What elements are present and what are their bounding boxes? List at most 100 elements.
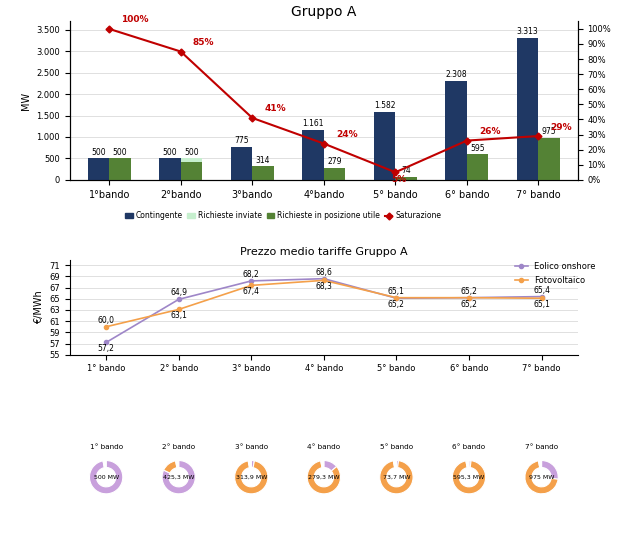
Text: 6° bando: 6° bando — [452, 444, 486, 450]
Text: 2° bando: 2° bando — [162, 444, 196, 450]
Wedge shape — [234, 461, 268, 494]
Eolico onshore — [465, 294, 473, 301]
Wedge shape — [307, 461, 340, 494]
Text: 74: 74 — [401, 166, 411, 175]
Text: 73,7 MW: 73,7 MW — [383, 475, 410, 480]
Wedge shape — [466, 460, 469, 468]
Bar — [467, 154, 488, 180]
Text: 500: 500 — [184, 148, 199, 156]
Text: 500: 500 — [91, 148, 106, 156]
Bar — [538, 138, 560, 180]
Text: 975: 975 — [542, 127, 556, 136]
Y-axis label: MW: MW — [21, 91, 31, 109]
Fotovoltaico — [102, 324, 110, 330]
Eolico onshore — [102, 339, 110, 345]
Bar — [396, 177, 417, 180]
Wedge shape — [162, 460, 196, 494]
Text: 7° bando: 7° bando — [525, 444, 558, 450]
Text: 500 MW: 500 MW — [93, 475, 119, 480]
Wedge shape — [452, 461, 486, 494]
Eolico onshore — [538, 293, 545, 300]
Bar — [538, 138, 560, 180]
Fotovoltaico — [175, 306, 182, 312]
Text: 68,3: 68,3 — [316, 282, 332, 292]
Text: 775: 775 — [234, 136, 249, 145]
Bar — [517, 38, 538, 180]
Bar — [181, 159, 202, 180]
Wedge shape — [176, 460, 178, 468]
Wedge shape — [90, 460, 123, 494]
Legend: Contingente, Richieste inviate, Richieste in posizione utile, Saturazione: Contingente, Richieste inviate, Richiest… — [122, 208, 444, 224]
Text: 279,3 MW: 279,3 MW — [308, 475, 340, 480]
Text: 1° bando: 1° bando — [90, 444, 123, 450]
Text: 500: 500 — [112, 148, 127, 156]
Y-axis label: €/MWh: €/MWh — [34, 290, 44, 324]
Eolico onshore — [320, 276, 328, 282]
Bar — [396, 177, 417, 180]
Text: 65,2: 65,2 — [388, 300, 405, 309]
Text: 65,2: 65,2 — [460, 300, 478, 309]
Wedge shape — [103, 460, 106, 468]
Text: 1.582: 1.582 — [374, 101, 396, 111]
Wedge shape — [164, 461, 177, 473]
Fotovoltaico — [320, 277, 328, 284]
Bar — [374, 112, 396, 180]
Text: 595: 595 — [471, 144, 485, 153]
Wedge shape — [324, 460, 337, 471]
Bar — [88, 159, 109, 180]
Wedge shape — [380, 461, 413, 494]
Title: Gruppo A: Gruppo A — [291, 5, 356, 19]
Eolico onshore — [175, 296, 182, 303]
Fotovoltaico — [392, 294, 400, 301]
Text: 2.308: 2.308 — [445, 70, 467, 79]
Line: Eolico onshore: Eolico onshore — [104, 277, 544, 344]
Wedge shape — [538, 460, 542, 468]
Text: 85%: 85% — [193, 38, 215, 47]
Text: 595,3 MW: 595,3 MW — [453, 475, 485, 480]
Wedge shape — [251, 460, 255, 468]
Text: 65,4: 65,4 — [533, 286, 550, 295]
Text: 5° bando: 5° bando — [380, 444, 413, 450]
Text: 313,9 MW: 313,9 MW — [236, 475, 267, 480]
Text: 1.161: 1.161 — [302, 120, 324, 128]
Wedge shape — [393, 460, 396, 468]
Text: 279: 279 — [327, 157, 342, 166]
Bar — [324, 168, 345, 180]
Text: 5%: 5% — [391, 175, 406, 184]
Legend: Eolico onshore, Fotovoltaico: Eolico onshore, Fotovoltaico — [512, 259, 599, 288]
Text: 425,3 MW: 425,3 MW — [163, 475, 194, 480]
Text: 41%: 41% — [264, 105, 286, 113]
Wedge shape — [469, 460, 471, 468]
Text: 65,2: 65,2 — [460, 287, 478, 296]
Bar — [324, 168, 345, 180]
Text: 100%: 100% — [121, 15, 149, 25]
Wedge shape — [396, 460, 399, 468]
Text: 3.313: 3.313 — [517, 27, 538, 36]
Fotovoltaico — [538, 295, 545, 302]
Text: 500: 500 — [163, 148, 177, 156]
Text: 64,9: 64,9 — [170, 288, 187, 297]
Text: 65,1: 65,1 — [533, 300, 550, 309]
Text: 24%: 24% — [336, 130, 358, 139]
Text: 975 MW: 975 MW — [529, 475, 554, 480]
Wedge shape — [321, 460, 324, 468]
Bar — [159, 159, 181, 180]
Text: 29%: 29% — [551, 122, 572, 131]
Fotovoltaico — [465, 294, 473, 301]
Text: 4° bando: 4° bando — [307, 444, 340, 450]
Text: 63,1: 63,1 — [170, 311, 187, 320]
Eolico onshore — [392, 295, 400, 302]
Fotovoltaico — [248, 282, 255, 288]
Line: Fotovoltaico: Fotovoltaico — [104, 278, 544, 329]
Text: 60,0: 60,0 — [98, 316, 115, 325]
Eolico onshore — [248, 278, 255, 284]
Text: 68,2: 68,2 — [243, 270, 260, 279]
Text: 65,1: 65,1 — [388, 287, 405, 296]
Text: 68,6: 68,6 — [316, 268, 332, 277]
Wedge shape — [542, 460, 558, 480]
Bar — [302, 130, 324, 180]
Text: 67,4: 67,4 — [243, 287, 260, 296]
Bar — [252, 167, 274, 180]
Text: 314: 314 — [256, 155, 271, 164]
Text: 57,2: 57,2 — [98, 344, 114, 354]
